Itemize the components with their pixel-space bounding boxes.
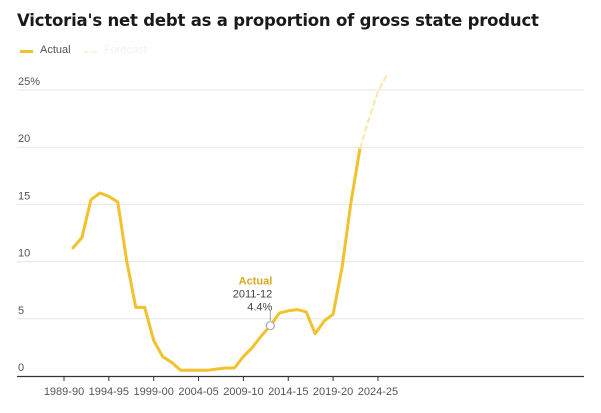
y-tick-label: 5 xyxy=(18,305,24,317)
legend-label-actual: Actual xyxy=(40,44,71,56)
annotation-period: 2011-12 xyxy=(233,289,273,301)
y-tick-label: 0 xyxy=(18,362,24,374)
legend-swatch-actual xyxy=(20,50,33,53)
series-line-forecast xyxy=(359,74,388,150)
x-tick-label: 1999-00 xyxy=(134,386,174,398)
x-tick-label: 2004-05 xyxy=(178,386,218,398)
x-axis: 1989-90 1994-95 1999-00 2004-05 2009-10 2014-… xyxy=(17,375,584,398)
legend-swatch-forecast xyxy=(84,51,97,53)
chart-series xyxy=(71,74,388,372)
x-tick-label: 2009-10 xyxy=(223,386,263,398)
x-tick-label: 2019-20 xyxy=(313,386,353,398)
y-tick-label: 15 xyxy=(18,190,30,202)
x-tick-label: 1994-95 xyxy=(89,386,129,398)
x-tick-label: 2024-25 xyxy=(358,386,398,398)
y-tick-label: 20 xyxy=(18,133,30,145)
series-line-actual xyxy=(71,146,362,372)
annotation-label: Actual xyxy=(239,276,273,288)
annotation-marker xyxy=(265,321,275,331)
grid-lines xyxy=(17,89,584,320)
x-tick-label: 1989-90 xyxy=(44,386,84,398)
annotation-value: 4.4% xyxy=(247,302,272,314)
y-tick-label: 25% xyxy=(18,76,40,88)
y-axis-tick-labels: 0 5 10 15 20 25% xyxy=(18,76,40,374)
y-tick-label: 10 xyxy=(18,248,30,260)
legend-label-forecast: Forecast xyxy=(104,44,147,56)
x-tick-label: 2014-15 xyxy=(268,386,308,398)
chart-title: Victoria's net debt as a proportion of g… xyxy=(17,11,539,30)
